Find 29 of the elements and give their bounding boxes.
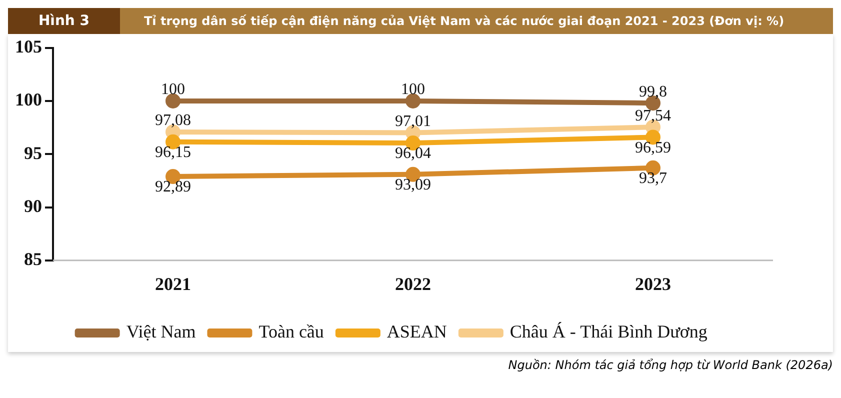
- data-label: 96,04: [395, 145, 431, 162]
- chart-subtitle: Tỉ trọng dân số tiếp cận điện năng của Việt Nam và các nước giai đoạn 2021 - 2023 (Đơn vị: %): [120, 8, 833, 34]
- data-label: 100: [161, 81, 185, 98]
- data-label: 97,01: [395, 112, 431, 130]
- data-label: 97,08: [155, 112, 191, 130]
- point: [166, 93, 180, 108]
- data-label: 97,54: [635, 107, 671, 124]
- text: Nguồn: Nhóm tác giả tổng hợp từ World Bank (2026a): [507, 358, 833, 372]
- y-tick-label: 90: [24, 196, 42, 216]
- y-tick-label: 95: [24, 142, 42, 163]
- legend-label: Việt Nam: [126, 322, 196, 342]
- data-label: 100: [401, 81, 425, 98]
- data-label: 96,15: [155, 144, 191, 162]
- data-label: 93,7: [639, 170, 667, 188]
- y-tick-label: 85: [24, 249, 42, 270]
- data-label: 93,09: [395, 176, 431, 194]
- x-tick-label: 2022: [395, 274, 431, 294]
- x-tick-label: 2021: [155, 274, 191, 294]
- chart-title: Hình 3: [8, 8, 120, 34]
- data-label: 99,8: [639, 83, 667, 100]
- y-tick-label: 100: [15, 90, 42, 110]
- y-tick-label: 105: [15, 36, 42, 56]
- legend-label: Châu Á - Thái Bình Dương: [510, 322, 708, 342]
- legend-label: Toàn cầu: [258, 322, 324, 342]
- x-tick-label: 2023: [635, 274, 671, 294]
- point: [406, 93, 420, 108]
- data-label: 92,89: [155, 178, 191, 196]
- data-label: 96,59: [635, 139, 671, 156]
- legend-label: ASEAN: [386, 322, 447, 342]
